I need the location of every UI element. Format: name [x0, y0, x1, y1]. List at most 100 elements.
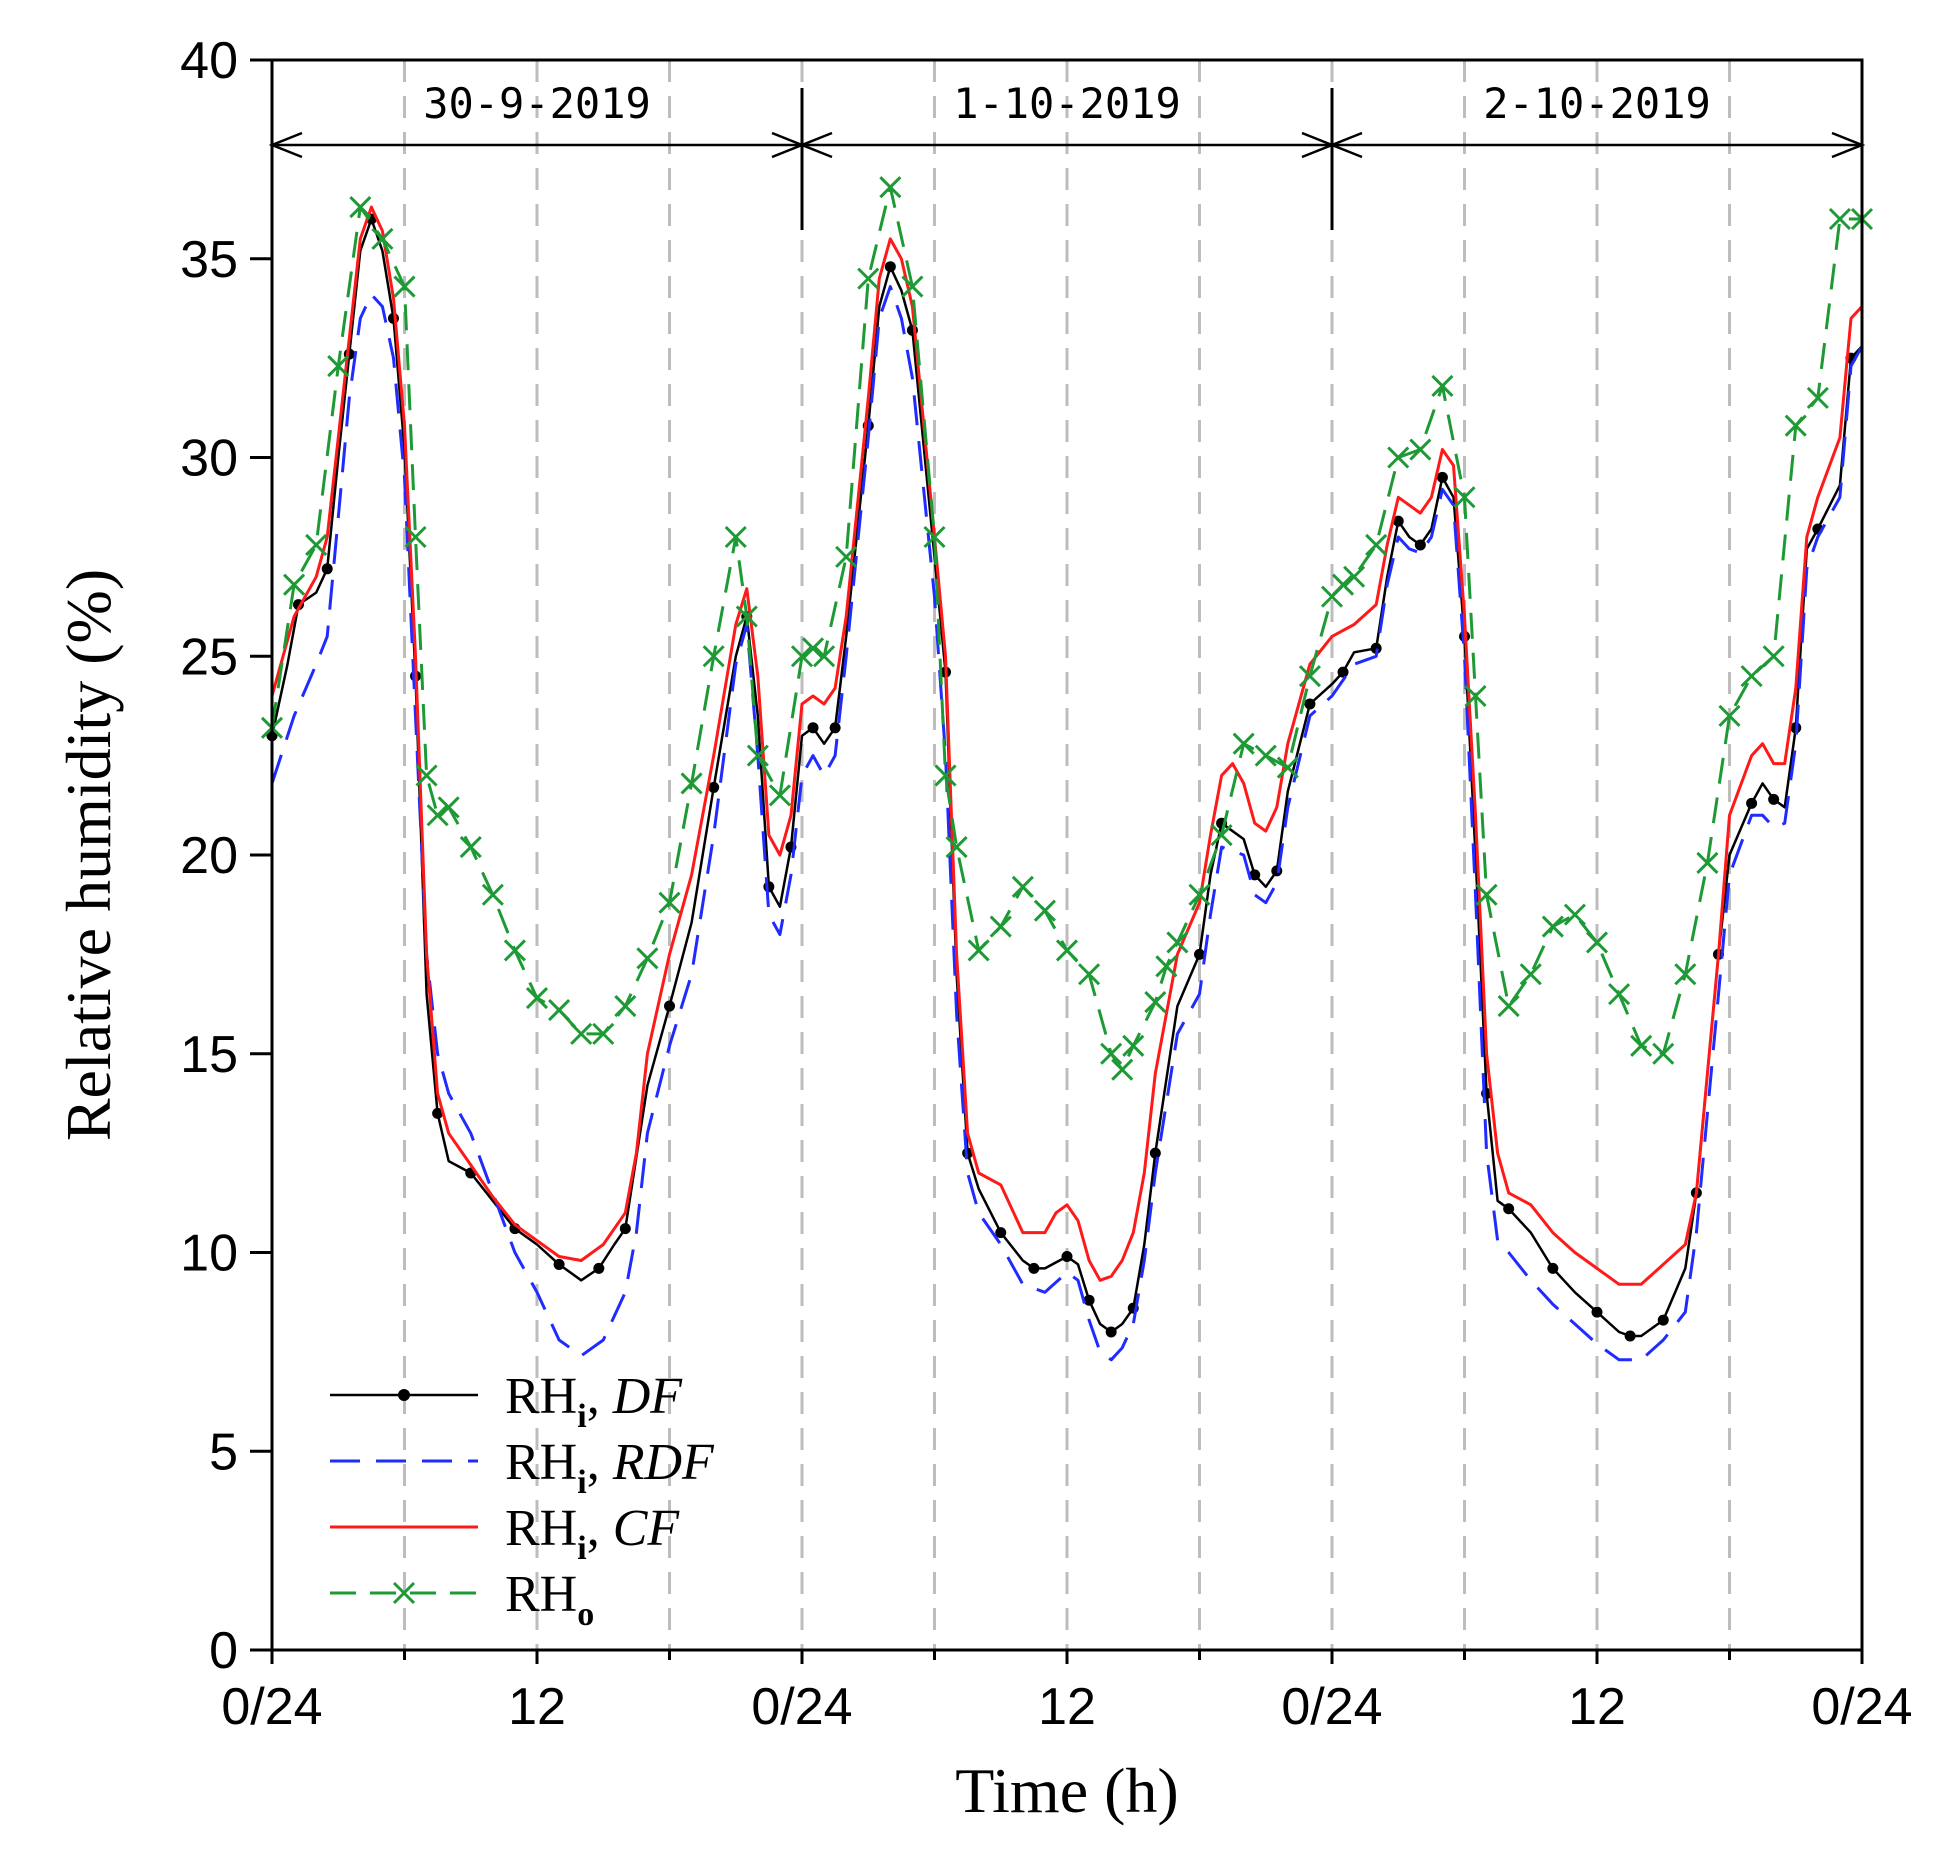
data-point: [525, 987, 549, 1010]
data-point: [1298, 665, 1321, 688]
data-series: [260, 176, 1874, 1362]
x-tick-label: 0/24: [751, 1678, 852, 1736]
data-point: [735, 605, 758, 628]
day-label: 2-10-2019: [1483, 79, 1711, 128]
data-point: [901, 275, 924, 298]
data-point: [1436, 471, 1448, 483]
data-point: [1828, 207, 1851, 231]
legend-label: RHi, CF: [505, 1500, 680, 1567]
data-point: [664, 1000, 675, 1012]
legend-label: RHo: [505, 1566, 594, 1633]
data-point: [592, 1022, 615, 1045]
data-point: [1464, 684, 1487, 708]
data-point: [1166, 931, 1189, 954]
legend-subscript: i: [577, 1398, 586, 1435]
data-point: [801, 637, 825, 660]
series-line: [270, 217, 1863, 1338]
data-point: [1431, 374, 1454, 398]
data-point: [1249, 869, 1261, 881]
data-point: [1585, 931, 1609, 954]
data-point: [1563, 903, 1586, 926]
series-2: [270, 205, 1864, 1286]
legend-separator: ,: [587, 1434, 613, 1491]
data-point: [1155, 955, 1178, 978]
data-point: [1232, 732, 1255, 755]
data-point: [570, 1022, 593, 1045]
data-point: [1746, 797, 1758, 809]
data-point: [995, 1227, 1007, 1239]
data-point: [813, 645, 836, 668]
data-point: [459, 835, 482, 859]
legend-suffix: DF: [612, 1368, 684, 1425]
data-point: [1409, 438, 1432, 461]
data-point: [1652, 1042, 1675, 1065]
series-line: [270, 285, 1864, 1362]
data-point: [746, 744, 769, 767]
data-point: [1210, 824, 1233, 847]
data-point: [1122, 1034, 1145, 1057]
series-0: [266, 213, 1863, 1342]
data-point: [593, 1262, 605, 1274]
data-point: [658, 891, 681, 914]
data-point: [1547, 1262, 1559, 1274]
data-point: [1591, 1306, 1603, 1318]
data-point: [857, 267, 880, 290]
legend-separator: ,: [587, 1368, 613, 1425]
legend-marker: [392, 1581, 416, 1605]
data-point: [1144, 991, 1167, 1014]
x-tick-label: 12: [508, 1678, 566, 1736]
data-point: [1188, 883, 1211, 906]
data-point: [1337, 666, 1349, 678]
data-point: [1194, 948, 1205, 960]
data-point: [1271, 865, 1283, 877]
data-point: [1784, 414, 1807, 437]
legend-subscript: i: [577, 1464, 586, 1501]
data-point: [503, 939, 526, 962]
vertical-grid-lines: [403, 60, 1731, 1650]
data-point: [1657, 1314, 1669, 1326]
y-tick-label: 5: [209, 1423, 238, 1481]
data-point: [415, 764, 438, 787]
legend-separator: ,: [587, 1500, 613, 1557]
data-point: [835, 545, 858, 568]
data-point: [1387, 446, 1410, 469]
x-tick-label: 12: [1568, 1678, 1626, 1736]
series-3: [260, 176, 1874, 1081]
data-point: [321, 563, 333, 575]
data-point: [481, 883, 504, 906]
series-line: [270, 205, 1864, 1286]
y-axis-title: Relative humidity (%): [53, 569, 124, 1141]
data-point: [1503, 1203, 1515, 1215]
y-tick-label: 20: [180, 827, 238, 885]
legend-main-text: RH: [505, 1566, 577, 1623]
data-point: [1608, 983, 1631, 1006]
data-point: [636, 947, 659, 970]
data-point: [371, 227, 394, 250]
data-point: [426, 804, 449, 827]
y-tick-label: 25: [180, 628, 238, 686]
legend-label: RHi, RDF: [505, 1434, 715, 1501]
data-point: [724, 525, 747, 549]
y-axis-ticks: 0 5 10 15 20 25 30 35 40: [180, 32, 272, 1680]
data-point: [437, 796, 460, 819]
data-point: [1392, 515, 1404, 527]
legend-main-text: RH: [505, 1500, 577, 1557]
data-point: [1453, 486, 1476, 509]
data-point: [790, 645, 814, 668]
data-point: [1497, 994, 1520, 1018]
y-tick-label: 15: [180, 1026, 238, 1084]
data-point: [884, 261, 896, 273]
data-point: [1061, 1250, 1073, 1262]
data-point: [989, 915, 1012, 938]
data-point: [1276, 756, 1299, 779]
data-point: [1078, 963, 1101, 986]
data-point: [553, 1258, 565, 1270]
day-label: 1-10-2019: [953, 79, 1181, 128]
data-point: [1055, 939, 1079, 962]
data-point: [1011, 875, 1034, 898]
data-point: [1331, 573, 1355, 596]
data-point: [1370, 642, 1382, 654]
data-point: [879, 176, 902, 199]
data-point: [923, 525, 946, 549]
